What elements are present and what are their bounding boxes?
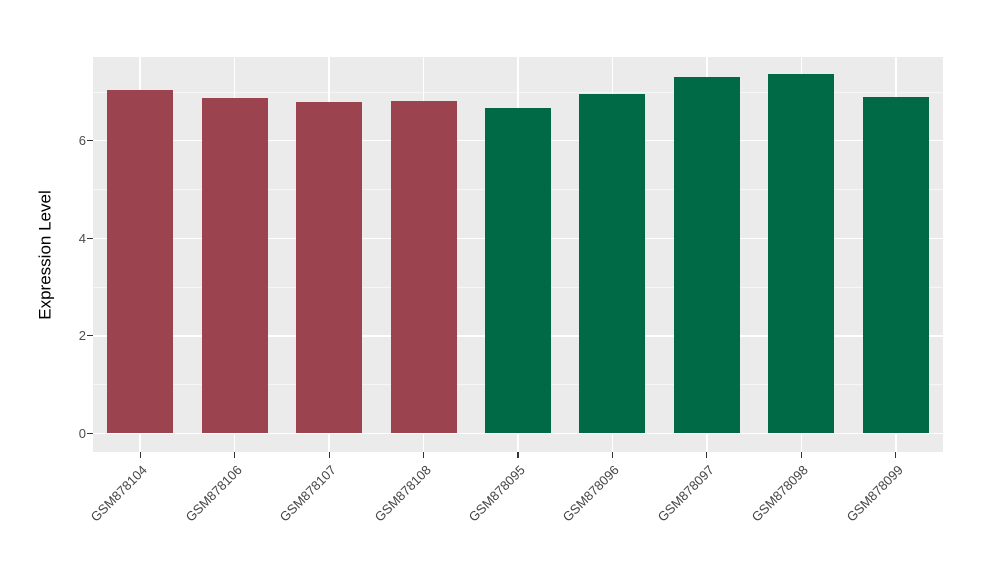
x-tick-label: GSM878099 — [843, 462, 906, 525]
y-axis-title: Expression Level — [35, 190, 55, 320]
x-tick-mark — [422, 452, 425, 458]
x-tick-label: GSM878096 — [560, 462, 623, 525]
bar-GSM878106 — [201, 97, 268, 434]
x-tick-mark — [895, 452, 897, 458]
x-tick-mark — [328, 452, 330, 458]
x-tick-mark — [611, 452, 614, 458]
bar-GSM878096 — [579, 94, 646, 434]
x-tick-mark — [139, 452, 141, 458]
x-tick-mark — [234, 452, 236, 458]
x-tick-label: GSM878097 — [654, 462, 717, 525]
y-tick-mark — [87, 237, 93, 239]
x-tick-mark — [706, 452, 708, 458]
bar-GSM878095 — [485, 108, 551, 434]
bar-GSM878097 — [673, 77, 740, 434]
y-tick-label: 6 — [78, 133, 86, 149]
x-tick-label: GSM878108 — [371, 462, 434, 525]
x-tick-label: GSM878106 — [182, 462, 245, 525]
bar-GSM878107 — [296, 101, 363, 434]
x-tick-mark — [517, 452, 519, 458]
x-tick-label: GSM878098 — [749, 462, 812, 525]
y-tick-mark — [87, 140, 93, 142]
plot-panel — [93, 57, 943, 452]
x-tick-label: GSM878104 — [87, 462, 151, 525]
x-tick-label: GSM878107 — [276, 462, 340, 525]
bar-GSM878099 — [862, 96, 929, 434]
bar-GSM878098 — [768, 73, 835, 434]
x-tick-mark — [800, 452, 802, 458]
y-tick-mark — [87, 432, 93, 435]
y-tick-label: 2 — [78, 328, 86, 344]
y-tick-label: 0 — [78, 426, 86, 441]
bar-GSM878104 — [107, 89, 174, 434]
y-tick-label: 4 — [78, 230, 86, 246]
bar-GSM878108 — [390, 100, 457, 434]
x-tick-label: GSM878095 — [465, 462, 528, 525]
y-tick-mark — [87, 335, 93, 337]
